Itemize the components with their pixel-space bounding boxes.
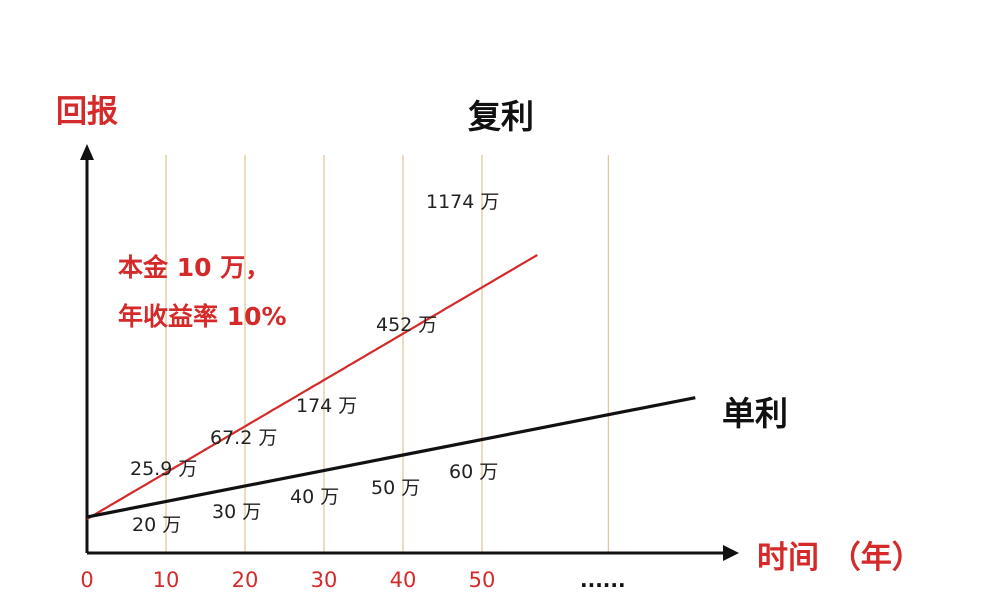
data-label-simple: 60 万 xyxy=(449,461,498,483)
data-label-compound: 67.2 万 xyxy=(210,427,277,449)
x-tick-label: 20 xyxy=(232,568,259,592)
x-tick-label: 50 xyxy=(469,568,496,592)
data-label-compound: 25.9 万 xyxy=(130,458,197,480)
series-line-compound xyxy=(86,254,538,520)
x-axis-ellipsis: ...... xyxy=(580,568,626,592)
x-tick-label: 30 xyxy=(311,568,338,592)
data-label-compound: 174 万 xyxy=(296,395,357,417)
x-axis-label: 时间 （年） xyxy=(757,540,923,576)
annotation-rate: 年收益率 10% xyxy=(118,302,287,331)
data-label-compound: 452 万 xyxy=(376,314,437,336)
data-label-simple: 20 万 xyxy=(132,514,181,536)
x-tick-label: 40 xyxy=(390,568,417,592)
data-label-compound: 1174 万 xyxy=(426,191,499,213)
data-label-simple: 30 万 xyxy=(212,501,261,523)
series-name-simple: 单利 xyxy=(722,394,788,433)
y-axis-arrow-icon xyxy=(80,144,94,160)
grid-lines xyxy=(165,155,610,552)
series-line-simple xyxy=(86,396,696,519)
x-tick-label: 10 xyxy=(153,568,180,592)
y-axis-label: 回报 xyxy=(56,94,118,130)
annotation-principal: 本金 10 万， xyxy=(118,253,270,282)
data-label-simple: 50 万 xyxy=(371,477,420,499)
x-axis-arrow-icon xyxy=(723,545,739,561)
x-tick-label: 0 xyxy=(80,568,93,592)
data-label-simple: 40 万 xyxy=(290,486,339,508)
series-name-compound: 复利 xyxy=(468,97,534,136)
